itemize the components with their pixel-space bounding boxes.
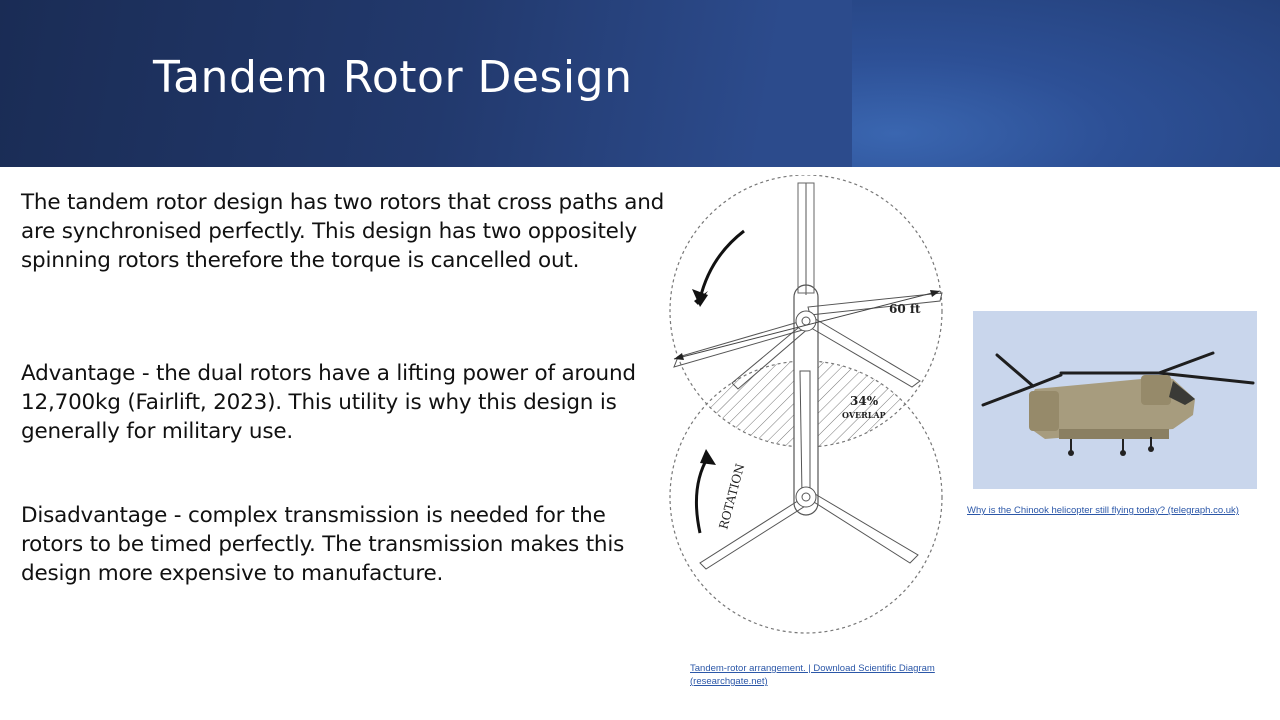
paragraph-disadvantage: Disadvantage - complex transmission is n… xyxy=(21,503,625,586)
overlap-label: OVERLAP xyxy=(842,410,886,420)
chinook-photo xyxy=(973,311,1257,489)
diagram-source-link-line1[interactable]: Tandem-rotor arrangement. | Download Sci… xyxy=(690,663,935,674)
banner-accent xyxy=(852,0,1280,167)
diagram-source-link-line2[interactable]: (researchgate.net) xyxy=(690,676,768,687)
front-rotation-arrow xyxy=(698,229,745,300)
front-rotor-disc xyxy=(669,175,943,448)
slide-title: Tandem Rotor Design xyxy=(153,52,633,103)
rear-rotor-disc xyxy=(669,360,943,634)
diagram-source-link[interactable]: Tandem-rotor arrangement. | Download Sci… xyxy=(690,662,970,688)
front-rotor-blades xyxy=(673,292,943,390)
overlap-percent: 34% xyxy=(850,394,879,408)
rotation-label: ROTATION xyxy=(716,462,747,531)
dimension-line xyxy=(673,290,941,360)
title-banner: Tandem Rotor Design xyxy=(0,0,1280,167)
photo-source-link[interactable]: Why is the Chinook helicopter still flyi… xyxy=(967,505,1239,516)
tandem-rotor-diagram: 60 ft 34% OVERLAP ROTATION xyxy=(669,175,943,634)
paragraph-advantage: Advantage - the dual rotors have a lifti… xyxy=(21,361,636,444)
rear-rotor-blades xyxy=(699,370,919,570)
dimension-label: 60 ft xyxy=(889,302,921,316)
rotor-blades-icon xyxy=(981,351,1255,407)
paragraph-description: The tandem rotor design has two rotors t… xyxy=(21,190,665,273)
rear-rotation-arrow xyxy=(694,456,710,534)
